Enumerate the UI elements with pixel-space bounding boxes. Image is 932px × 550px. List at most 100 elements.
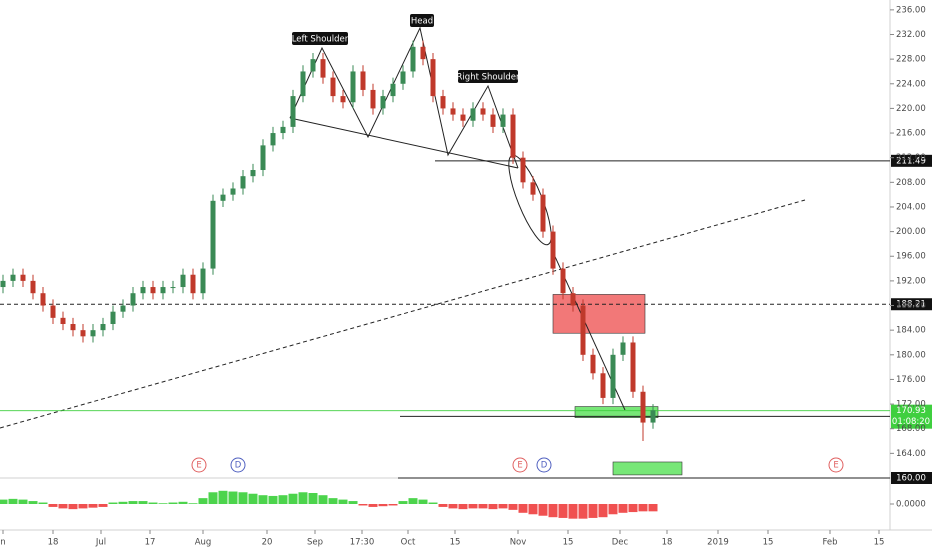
osc-bar <box>158 503 168 504</box>
osc-bar <box>338 499 348 504</box>
candle-body <box>340 96 346 103</box>
y-tick-label: 212.00 <box>896 153 926 163</box>
osc-bar <box>508 504 518 510</box>
events: E D E D E <box>191 457 844 473</box>
event-label: E <box>833 461 838 471</box>
y-tick-label: 224.00 <box>896 79 926 89</box>
osc-bar <box>578 504 588 519</box>
annotation-box <box>292 32 348 45</box>
y-tick-label: 188.00 <box>896 301 926 311</box>
osc-bar <box>198 498 208 504</box>
event-marker <box>828 457 844 473</box>
x-tick-label: Feb <box>822 538 837 548</box>
osc-bar <box>298 492 308 504</box>
candle-body <box>410 46 416 72</box>
event-marker <box>230 457 246 473</box>
price-label-box <box>891 154 932 167</box>
candle-body <box>490 114 496 127</box>
osc-bar <box>168 502 178 504</box>
x-tick-label: Dec <box>612 538 629 548</box>
candle-body <box>420 46 426 60</box>
y-tick-label: 232.00 <box>896 30 926 40</box>
candle-body <box>210 200 216 269</box>
event-marker <box>191 457 207 473</box>
y-tick-label: 208.00 <box>896 178 926 188</box>
x-tick-label: 15 <box>563 538 574 548</box>
candle-body <box>310 59 316 72</box>
candle-body <box>270 133 276 146</box>
osc-bar <box>408 498 418 504</box>
candle-body <box>510 114 516 158</box>
event-marker <box>536 457 552 473</box>
candle-body <box>60 317 66 325</box>
osc-bar <box>48 504 58 507</box>
candle-body <box>0 280 6 288</box>
candle-body <box>330 77 336 97</box>
osc-bar <box>398 501 408 504</box>
candle-body <box>470 108 476 121</box>
x-tick-label: 2019 <box>707 538 729 548</box>
candle-body <box>370 89 376 109</box>
candle-body <box>120 305 126 312</box>
osc-bar <box>488 504 498 510</box>
candle-body <box>610 354 616 398</box>
candle-body <box>230 188 236 195</box>
last-price-box <box>891 404 932 429</box>
candle-body <box>240 176 246 189</box>
candle-body <box>220 194 226 201</box>
y-tick-label: 204.00 <box>896 202 926 212</box>
event-label: E <box>196 461 201 471</box>
event-label: D <box>235 461 242 471</box>
osc-bar <box>178 501 188 504</box>
candle-body <box>320 59 326 78</box>
candle-body <box>70 324 76 331</box>
x-tick-label: Jul <box>95 538 106 548</box>
osc-bar <box>498 504 508 509</box>
candle-body <box>100 324 106 331</box>
candle-body <box>600 373 606 398</box>
osc-bar <box>458 504 468 510</box>
candle-body <box>170 287 176 289</box>
candle-body <box>540 194 546 232</box>
osc-bar <box>448 504 458 509</box>
candle-body <box>80 330 86 337</box>
candle-body <box>130 293 136 306</box>
candle-body <box>90 330 96 337</box>
x-tick-label: Sep <box>307 538 323 548</box>
candle-body <box>570 293 576 306</box>
y-tick-label: 196.00 <box>896 252 926 262</box>
osc-bar <box>128 501 138 504</box>
candle-body <box>140 287 146 294</box>
candle-body <box>260 145 266 171</box>
x-tick-label: 18 <box>48 538 59 548</box>
osc-bar <box>478 504 488 509</box>
osc-bar <box>38 502 48 504</box>
candle-body <box>20 274 26 281</box>
candle-body <box>430 59 436 97</box>
candle-body <box>520 157 526 183</box>
osc-bar <box>138 501 148 504</box>
osc-bar <box>438 504 448 507</box>
candle-body <box>200 268 206 294</box>
candle-body <box>30 280 36 294</box>
neckline <box>289 117 519 169</box>
candle-body <box>530 182 536 195</box>
osc-bar <box>28 501 38 504</box>
zone <box>574 406 659 418</box>
osc-bar <box>228 491 238 504</box>
osc-bar <box>568 504 578 519</box>
y-tick-label: 168.00 <box>896 424 926 434</box>
osc-bar <box>58 504 68 509</box>
osc-bar <box>68 504 78 510</box>
zone <box>552 294 646 334</box>
candle-body <box>290 96 296 127</box>
x-tick-label: 18 <box>662 538 673 548</box>
candle-body <box>110 311 116 325</box>
y-tick-label: 164.00 <box>896 449 926 459</box>
candle-body <box>500 114 506 127</box>
candle-body <box>390 83 396 97</box>
x-tick-label: 15 <box>450 538 461 548</box>
osc-bar <box>118 501 128 504</box>
osc-bar <box>388 504 398 506</box>
